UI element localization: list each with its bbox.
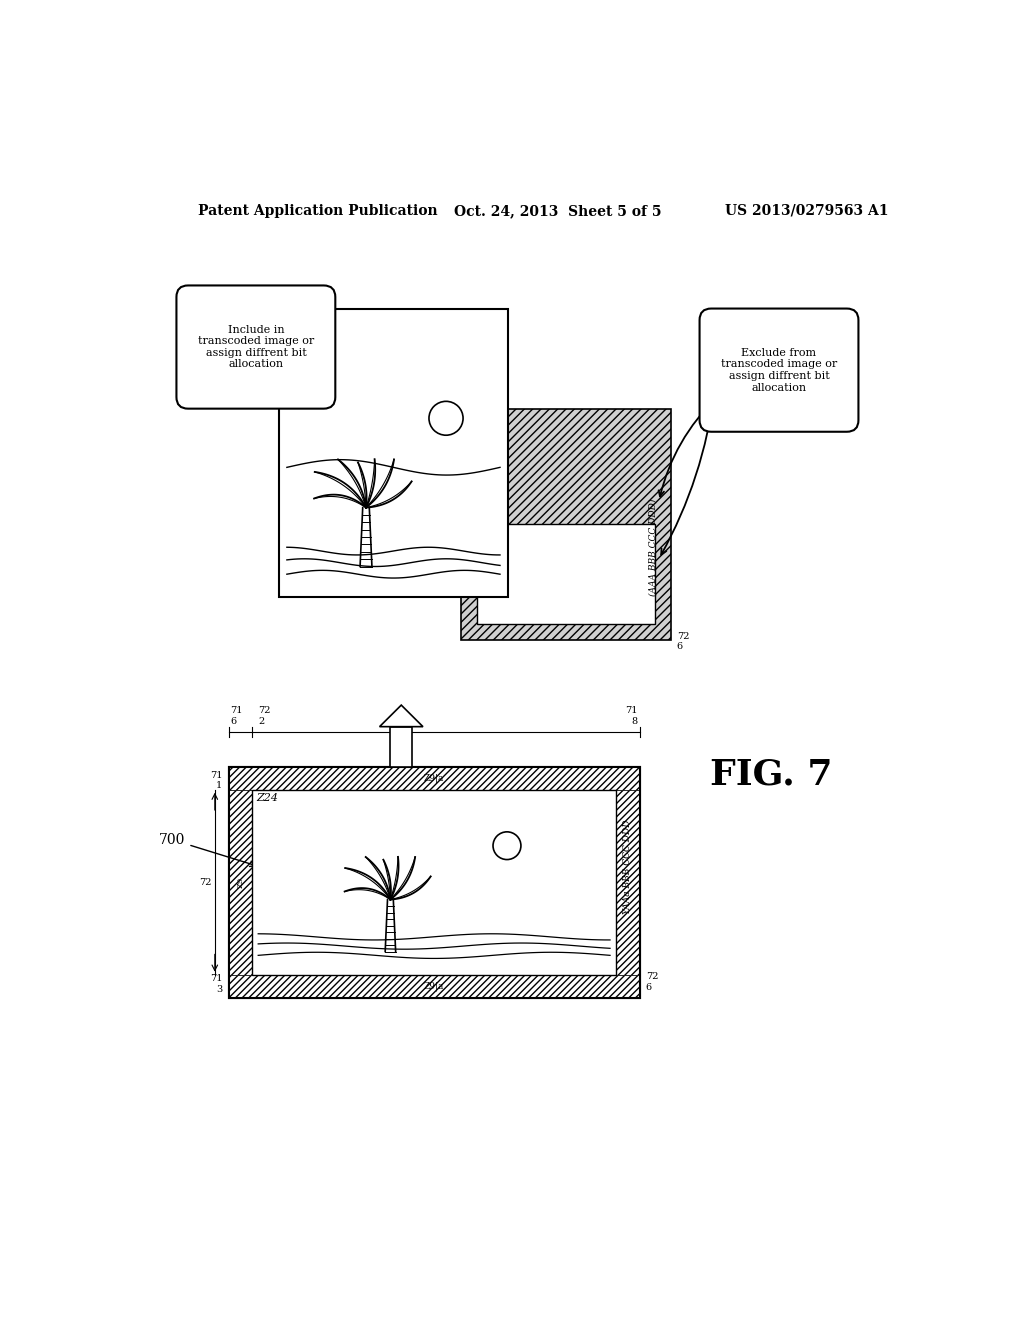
Text: 72: 72 (200, 878, 212, 887)
Polygon shape (380, 705, 423, 726)
Bar (252, 789, 616, 974)
FancyBboxPatch shape (176, 285, 335, 409)
Polygon shape (390, 857, 398, 899)
Polygon shape (366, 857, 390, 899)
Text: Patent Application Publication: Patent Application Publication (198, 203, 437, 218)
Bar (280, 309, 508, 598)
Polygon shape (383, 859, 391, 899)
FancyBboxPatch shape (699, 309, 858, 432)
Bar (461, 409, 671, 640)
Text: Z9|a: Z9|a (424, 981, 444, 991)
Polygon shape (360, 508, 372, 566)
Text: 71
8: 71 8 (626, 706, 638, 726)
Text: 72
2: 72 2 (258, 706, 270, 726)
Polygon shape (314, 495, 366, 508)
Bar (477, 524, 655, 624)
Text: Z9: Z9 (237, 876, 245, 888)
Text: (AAA BBB CCC DDD): (AAA BBB CCC DDD) (649, 499, 658, 595)
Bar (228, 789, 252, 974)
Text: Z24: Z24 (286, 313, 310, 326)
Text: Z9|a: Z9|a (424, 774, 444, 783)
Bar (228, 974, 640, 998)
Polygon shape (314, 473, 366, 508)
Text: Z24: Z24 (257, 793, 279, 803)
Polygon shape (366, 459, 375, 508)
Text: Exclude from
transcoded image or
assign diffrent bit
allocation: Exclude from transcoded image or assign … (721, 347, 838, 392)
Polygon shape (366, 459, 394, 508)
Text: 71
3: 71 3 (210, 974, 222, 994)
Text: FIG. 7: FIG. 7 (710, 758, 833, 792)
Text: 71
1: 71 1 (210, 771, 222, 789)
Bar (228, 767, 640, 998)
Bar (390, 726, 412, 767)
Text: 72
6: 72 6 (646, 972, 658, 991)
Text: 700: 700 (159, 833, 256, 866)
Text: YAAa BBB CCC DDD: YAAa BBB CCC DDD (624, 820, 633, 913)
Bar (228, 767, 640, 998)
Text: 71
6: 71 6 (230, 706, 243, 726)
Polygon shape (390, 876, 431, 899)
Polygon shape (345, 888, 390, 899)
Text: US 2013/0279563 A1: US 2013/0279563 A1 (725, 203, 888, 218)
Polygon shape (338, 459, 366, 508)
Polygon shape (366, 482, 412, 508)
Text: Include in
transcoded image or
assign diffrent bit
allocation: Include in transcoded image or assign di… (198, 325, 314, 370)
Polygon shape (345, 869, 390, 899)
Polygon shape (385, 899, 395, 952)
Text: 72
6: 72 6 (677, 632, 689, 651)
Bar (228, 767, 640, 789)
Polygon shape (358, 462, 367, 508)
Polygon shape (390, 857, 415, 899)
Text: Oct. 24, 2013  Sheet 5 of 5: Oct. 24, 2013 Sheet 5 of 5 (454, 203, 662, 218)
Bar (616, 789, 640, 974)
